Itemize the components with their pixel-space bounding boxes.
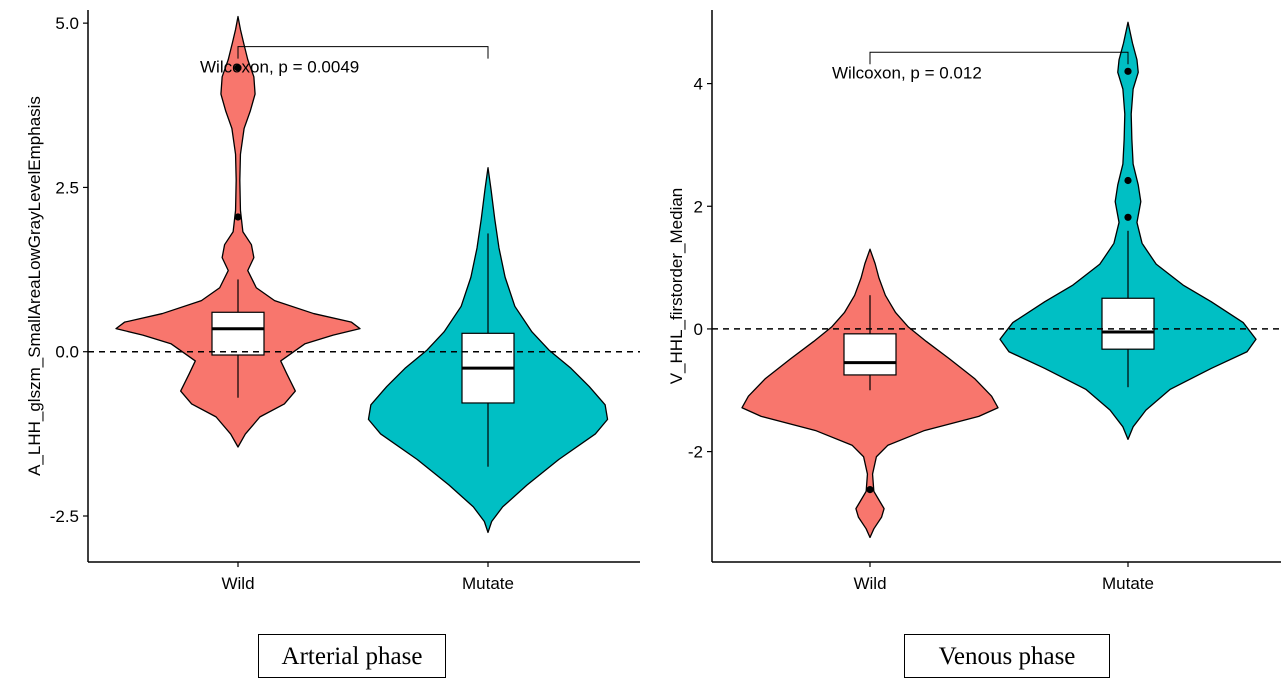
box-wild [212, 312, 264, 355]
venous-phase-caption: Venous phase [904, 634, 1110, 678]
wilcoxon-annotation: Wilcoxon, p = 0.012 [832, 63, 982, 82]
y-tick-label: 0 [694, 320, 703, 339]
y-tick-label: 0.0 [55, 343, 79, 362]
y-tick-label: 5.0 [55, 14, 79, 33]
arterial-phase-caption: Arterial phase [258, 634, 446, 678]
outlier-point [1124, 68, 1131, 75]
y-axis-title: V_HHL_firstorder_Median [667, 188, 686, 385]
y-tick-label: 4 [694, 75, 703, 94]
arterial-phase-panel: 5.0 2.5 0.0 -2.5 A_LHH_glszm_SmallAreaLowGra… [25, 10, 640, 593]
x-tick-label: Wild [853, 574, 886, 593]
y-tick-label: 2 [694, 197, 703, 216]
x-tick-label: Mutate [1102, 574, 1154, 593]
outlier-point [1124, 214, 1131, 221]
y-tick-label: -2 [688, 443, 703, 462]
y-tick-label: -2.5 [50, 507, 79, 526]
box-mutate [1102, 298, 1154, 349]
x-tick-label: Mutate [462, 574, 514, 593]
y-axis-title: A_LHH_glszm_SmallAreaLowGrayLevelEmphasi… [25, 96, 44, 476]
outlier-point [1124, 177, 1131, 184]
outlier-point [866, 486, 873, 493]
violin-wild [742, 249, 998, 537]
box-wild [844, 334, 896, 375]
y-tick-label: 2.5 [55, 178, 79, 197]
outlier-point [234, 213, 241, 220]
wilcoxon-annotation: Wilcoxon, p = 0.0049 [200, 58, 359, 77]
x-tick-label: Wild [221, 574, 254, 593]
venous-phase-panel: 4 2 0 -2 V_HHL_firstorder_Median Wild Mutate Wi… [667, 10, 1281, 593]
